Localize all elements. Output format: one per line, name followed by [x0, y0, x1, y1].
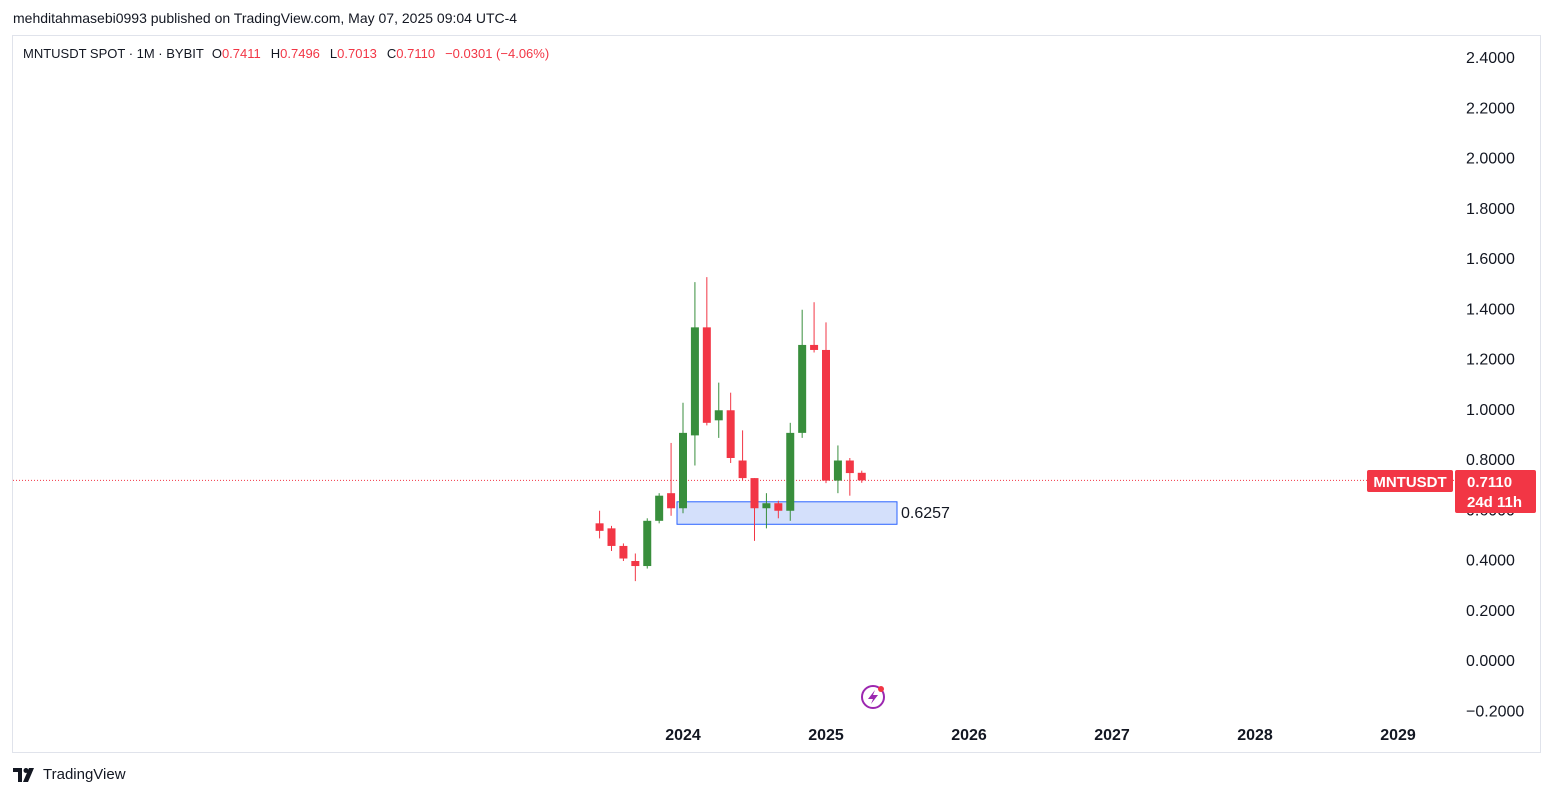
ohlc-legend: MNTUSDT SPOT · 1M · BYBIT O 0.7411 H 0.7… — [23, 46, 559, 61]
candle-body — [714, 410, 723, 421]
candle-body — [857, 472, 866, 481]
legend-low-value: 0.7013 — [337, 46, 377, 61]
candle — [750, 478, 759, 541]
candle — [643, 518, 652, 569]
candle-body — [679, 432, 687, 509]
candle — [798, 309, 807, 438]
candle-body — [738, 460, 747, 479]
candle-body — [607, 528, 616, 546]
x-axis-labels: 2024 2025 2026 2027 2028 2029 — [665, 727, 1416, 744]
publisher-line: mehditahmasebi0993 published on TradingV… — [13, 10, 518, 26]
candle — [738, 430, 747, 481]
y-axis-tick-label: 1.8000 — [1466, 201, 1515, 218]
candle — [679, 402, 687, 514]
candle — [822, 322, 830, 484]
candle-body — [798, 344, 807, 433]
candle — [810, 302, 819, 353]
candle-body — [619, 545, 628, 559]
y-axis-tick-label: 1.0000 — [1466, 402, 1515, 419]
price-tag-symbol-text: MNTUSDT — [1373, 474, 1446, 491]
candle-body — [631, 561, 640, 567]
candle — [619, 543, 628, 562]
candle-body — [595, 523, 604, 531]
candle-body — [833, 460, 842, 481]
candle — [631, 553, 640, 582]
tradingview-logo-icon — [13, 767, 34, 782]
legend-symbol[interactable]: MNTUSDT SPOT · 1M · BYBIT — [23, 46, 204, 61]
y-axis-tick-label: 0.8000 — [1466, 452, 1515, 469]
chart-frame — [12, 35, 1541, 753]
support-zone-label: 0.6257 — [901, 505, 950, 522]
candle-body — [762, 503, 771, 509]
candle-body — [655, 495, 664, 521]
candle-body — [750, 478, 759, 509]
x-axis-tick-label: 2025 — [808, 727, 844, 744]
y-axis-tick-label: 0.0000 — [1466, 653, 1515, 670]
candle-body — [702, 327, 711, 423]
legend-high-label: H — [270, 46, 281, 61]
y-axis-tick-label: 2.4000 — [1466, 50, 1515, 67]
y-axis-tick-label: 2.2000 — [1466, 100, 1515, 117]
y-axis-tick-label: 1.2000 — [1466, 352, 1515, 369]
candle — [702, 277, 711, 426]
legend-close-label: C — [386, 46, 397, 61]
candle-body — [667, 493, 676, 509]
candle-body — [643, 520, 652, 567]
candle — [726, 392, 735, 464]
candle-body — [810, 344, 819, 350]
tradingview-logo[interactable]: TradingView — [13, 766, 126, 783]
candle-body — [774, 503, 783, 511]
candle — [857, 470, 866, 483]
legend-open-value: 0.7411 — [221, 46, 261, 61]
candle — [655, 493, 664, 524]
candle — [714, 382, 723, 438]
candle-body — [690, 327, 699, 436]
legend-high-value: 0.7496 — [280, 46, 320, 61]
candle — [762, 493, 771, 529]
price-tag-symbol: MNTUSDT — [1367, 470, 1453, 492]
candle — [845, 458, 854, 496]
lightning-icon[interactable] — [861, 685, 885, 709]
y-axis-tick-label: 0.2000 — [1466, 603, 1515, 620]
x-axis-tick-label: 2024 — [665, 727, 701, 744]
y-axis-tick-label: 0.4000 — [1466, 553, 1515, 570]
price-tag-countdown: 24d 11h — [1467, 494, 1522, 511]
tradingview-brand-text: TradingView — [43, 766, 126, 783]
y-axis-tick-label: 1.4000 — [1466, 301, 1515, 318]
candle — [667, 442, 676, 516]
price-tag-value: 0.7110 24d 11h — [1455, 470, 1536, 513]
legend-open-label: O — [211, 46, 222, 61]
candles — [595, 277, 866, 582]
x-axis-tick-label: 2028 — [1237, 727, 1273, 744]
candle — [774, 500, 783, 519]
x-axis-tick-label: 2029 — [1380, 727, 1416, 744]
candle-body — [822, 349, 830, 481]
legend-low-label: L — [329, 46, 338, 61]
y-axis-tick-label: 2.0000 — [1466, 151, 1515, 168]
candle-body — [786, 432, 795, 511]
legend-close-value: 0.7110 — [396, 46, 436, 61]
price-tag-price: 0.7110 — [1467, 474, 1512, 491]
y-axis-tick-label: −0.2000 — [1466, 703, 1524, 720]
y-axis-tick-label: 1.6000 — [1466, 251, 1515, 268]
candle — [833, 445, 842, 494]
candle-body — [845, 460, 854, 474]
y-axis-labels: 2.4000 2.2000 2.0000 1.8000 1.6000 1.4000 1.20… — [1466, 50, 1524, 720]
candle — [690, 282, 699, 466]
x-axis-tick-label: 2027 — [1094, 727, 1130, 744]
candle — [607, 525, 616, 551]
candle-body — [726, 410, 735, 458]
x-axis-tick-label: 2026 — [951, 727, 987, 744]
candle — [786, 422, 795, 521]
candle — [595, 510, 604, 539]
legend-change-value: −0.0301 (−4.06%) — [445, 46, 550, 61]
